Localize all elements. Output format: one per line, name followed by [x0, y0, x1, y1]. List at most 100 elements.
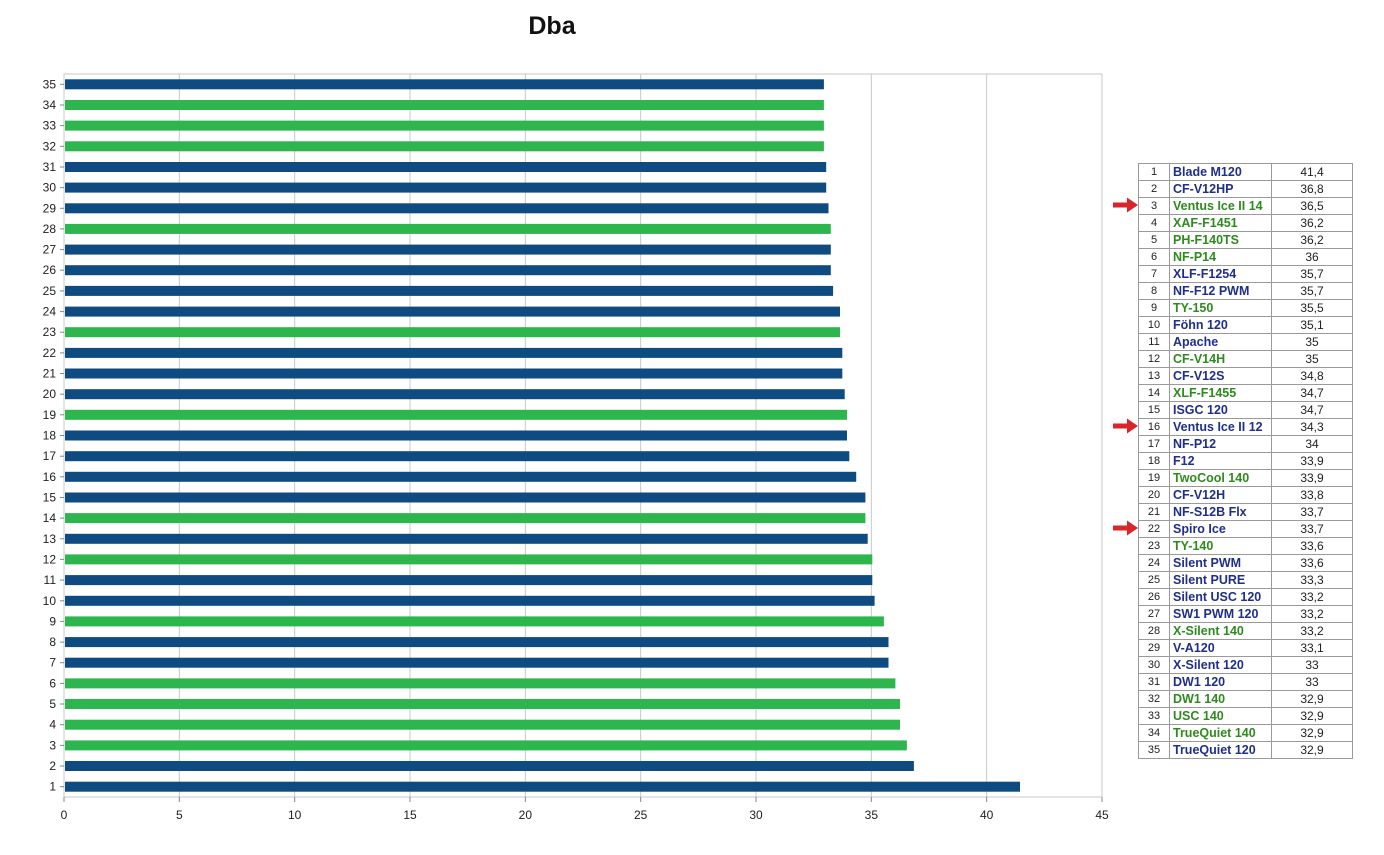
y-tick-label: 34 — [43, 98, 57, 112]
legend-value: 35 — [1271, 350, 1353, 368]
bar-10 — [65, 595, 875, 606]
legend-name: X-Silent 140 — [1169, 622, 1272, 640]
bar-31 — [65, 162, 827, 172]
legend-rank: 30 — [1138, 656, 1170, 674]
legend-name: XLF-F1455 — [1169, 384, 1272, 402]
y-tick-label: 21 — [43, 367, 57, 381]
legend-row: 18 F12 33,9 — [1138, 452, 1353, 470]
legend-rank: 16 — [1138, 418, 1170, 436]
y-tick-labels: 1234567891011121314151617181920212223242… — [43, 77, 57, 793]
bar-18 — [65, 430, 847, 441]
legend-name: XAF-F1451 — [1169, 214, 1272, 232]
legend-row: 21 NF-S12B Flx 33,7 — [1138, 503, 1353, 521]
legend-name: USC 140 — [1169, 707, 1272, 725]
y-tick-label: 2 — [49, 759, 56, 773]
red-arrow-icon — [1113, 520, 1138, 536]
bar-13 — [65, 533, 868, 544]
legend-row: 4 XAF-F1451 36,2 — [1138, 214, 1353, 232]
legend-name: NF-P14 — [1169, 248, 1272, 266]
y-tick-label: 28 — [43, 222, 57, 236]
legend-row: 14 XLF-F1455 34,7 — [1138, 384, 1353, 402]
legend-rank: 31 — [1138, 673, 1170, 691]
legend-row: 24 Silent PWM 33,6 — [1138, 554, 1353, 572]
legend-row: 7 XLF-F1254 35,7 — [1138, 265, 1353, 283]
legend-value: 33,2 — [1271, 605, 1353, 623]
y-tick-label: 11 — [44, 573, 57, 587]
legend-value: 33,3 — [1271, 571, 1353, 589]
y-tick-label: 14 — [43, 511, 57, 525]
legend-rank: 13 — [1138, 367, 1170, 385]
legend-rank: 14 — [1138, 384, 1170, 402]
legend-row: 25 Silent PURE 33,3 — [1138, 571, 1353, 589]
legend-rank: 19 — [1138, 469, 1170, 487]
legend-name: TY-140 — [1169, 537, 1272, 555]
legend-name: TrueQuiet 140 — [1169, 724, 1272, 742]
bar-9 — [65, 616, 884, 627]
legend-row: 35 TrueQuiet 120 32,9 — [1138, 741, 1353, 759]
y-tick-label: 9 — [49, 614, 56, 628]
legend-name: PH-F140TS — [1169, 231, 1272, 249]
legend-row: 1 Blade M120 41,4 — [1138, 163, 1353, 181]
y-tick-label: 3 — [49, 738, 56, 752]
legend-row: 9 TY-150 35,5 — [1138, 299, 1353, 317]
legend-name: ISGC 120 — [1169, 401, 1272, 419]
y-tick-label: 31 — [43, 160, 57, 174]
legend-value: 34,3 — [1271, 418, 1353, 436]
legend-name: F12 — [1169, 452, 1272, 470]
bar-35 — [65, 79, 824, 90]
legend-row: 31 DW1 120 33 — [1138, 673, 1353, 691]
legend-row: 20 CF-V12H 33,8 — [1138, 486, 1353, 504]
y-tick-label: 35 — [43, 77, 57, 91]
legend-value: 36,2 — [1271, 231, 1353, 249]
legend-row: 30 X-Silent 120 33 — [1138, 656, 1353, 674]
y-tick-label: 8 — [49, 635, 56, 649]
legend-name: CF-V14H — [1169, 350, 1272, 368]
x-tick-label: 0 — [61, 808, 68, 822]
legend-name: NF-S12B Flx — [1169, 503, 1272, 521]
legend-value: 33 — [1271, 656, 1353, 674]
legend-value: 32,9 — [1271, 724, 1353, 742]
bar-1 — [65, 781, 1020, 792]
y-tick-label: 1 — [49, 780, 56, 794]
legend-row: 11 Apache 35 — [1138, 333, 1353, 351]
y-tick-label: 30 — [43, 181, 57, 195]
legend-row: 26 Silent USC 120 33,2 — [1138, 588, 1353, 606]
legend-rank: 15 — [1138, 401, 1170, 419]
bar-8 — [65, 637, 889, 648]
legend-row: 5 PH-F140TS 36,2 — [1138, 231, 1353, 249]
bar-19 — [65, 409, 847, 420]
legend-value: 36,8 — [1271, 180, 1353, 198]
legend-value: 35,5 — [1271, 299, 1353, 317]
legend-name: Ventus Ice II 14 — [1169, 197, 1272, 215]
x-tick-label: 25 — [634, 808, 648, 822]
legend-value: 33,2 — [1271, 622, 1353, 640]
bar-32 — [65, 141, 824, 152]
legend-value: 33,1 — [1271, 639, 1353, 657]
legend-rank: 23 — [1138, 537, 1170, 555]
legend-name: Apache — [1169, 333, 1272, 351]
legend-name: SW1 PWM 120 — [1169, 605, 1272, 623]
legend-table: 1 Blade M120 41,4 2 CF-V12HP 36,8 3 Ventus Ice … — [1138, 163, 1353, 759]
legend-row: 32 DW1 140 32,9 — [1138, 690, 1353, 708]
legend-rank: 29 — [1138, 639, 1170, 657]
legend-rank: 2 — [1138, 180, 1170, 198]
x-tick-label: 10 — [288, 808, 302, 822]
y-tick-label: 13 — [43, 532, 57, 546]
legend-value: 33,7 — [1271, 503, 1353, 521]
y-tick-label: 4 — [49, 718, 56, 732]
legend-value: 36,2 — [1271, 214, 1353, 232]
legend-rank: 17 — [1138, 435, 1170, 453]
chart-title: Dba — [528, 12, 576, 40]
y-tick-label: 12 — [43, 552, 57, 566]
bar-6 — [65, 678, 896, 689]
legend-rank: 35 — [1138, 741, 1170, 759]
legend-row: 34 TrueQuiet 140 32,9 — [1138, 724, 1353, 742]
x-tick-label: 45 — [1095, 808, 1109, 822]
x-tick-label: 15 — [403, 808, 417, 822]
bar-20 — [65, 389, 845, 400]
legend-row: 23 TY-140 33,6 — [1138, 537, 1353, 555]
legend-name: Silent PURE — [1169, 571, 1272, 589]
legend-rank: 3 — [1138, 197, 1170, 215]
legend-name: XLF-F1254 — [1169, 265, 1272, 283]
bar-21 — [65, 368, 843, 379]
